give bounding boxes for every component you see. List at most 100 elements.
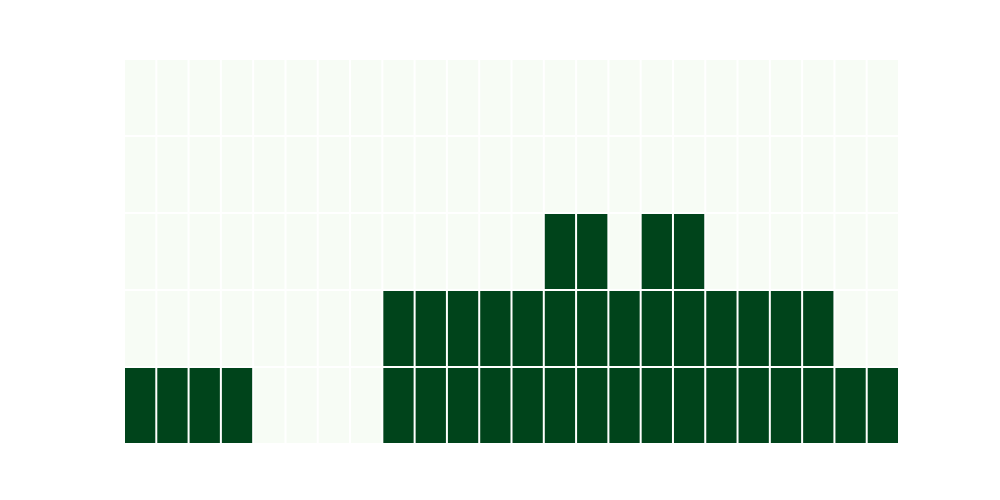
heatmap-cell-r1-c14 [577, 137, 608, 212]
heatmap-cell-r4-c15 [609, 368, 640, 443]
heatmap-cell-r2-c18 [706, 214, 737, 289]
heatmap-cell-r4-c23 [867, 368, 898, 443]
heatmap-cell-r1-c0 [125, 137, 156, 212]
heatmap-cell-r4-c3 [221, 368, 253, 443]
heatmap-cell-r4-c9 [415, 368, 446, 443]
heatmap-cell-r4-c17 [673, 368, 705, 443]
heatmap-cell-r0-c23 [867, 60, 898, 135]
heatmap-cell-r3-c10 [447, 291, 479, 366]
heatmap-cell-r0-c9 [415, 60, 446, 135]
heatmap-cell-r0-c4 [254, 60, 285, 135]
heatmap-cell-r0-c6 [318, 60, 350, 135]
heatmap-cell-r1-c16 [641, 137, 672, 212]
heatmap-cell-r2-c17 [673, 214, 705, 289]
heatmap-cell-r1-c10 [447, 137, 479, 212]
heatmap-cell-r2-c6 [318, 214, 350, 289]
heatmap-cell-r3-c8 [383, 291, 414, 366]
heatmap-cell-r3-c12 [512, 291, 543, 366]
heatmap-cell-r2-c1 [157, 214, 188, 289]
heatmap-cell-r2-c8 [383, 214, 414, 289]
heatmap-cell-r2-c14 [577, 214, 608, 289]
heatmap-cell-r0-c8 [383, 60, 414, 135]
heatmap-cell-r1-c19 [738, 137, 769, 212]
heatmap-cell-r2-c2 [189, 214, 220, 289]
heatmap-cell-r1-c9 [415, 137, 446, 212]
heatmap-cell-r4-c19 [738, 368, 769, 443]
heatmap-cell-r2-c20 [770, 214, 802, 289]
heatmap-cell-r1-c5 [286, 137, 317, 212]
heatmap-cell-r3-c16 [641, 291, 672, 366]
heatmap-cell-r0-c3 [221, 60, 253, 135]
heatmap-cell-r4-c10 [447, 368, 479, 443]
heatmap-cell-r4-c12 [512, 368, 543, 443]
heatmap-cell-r3-c13 [544, 291, 576, 366]
heatmap-cell-r3-c19 [738, 291, 769, 366]
heatmap-cell-r0-c21 [803, 60, 834, 135]
heatmap-cell-r2-c23 [867, 214, 898, 289]
heatmap-cell-r2-c4 [254, 214, 285, 289]
heatmap-cell-r0-c16 [641, 60, 672, 135]
heatmap-cell-r1-c1 [157, 137, 188, 212]
heatmap-cell-r0-c12 [512, 60, 543, 135]
heatmap-cell-r3-c4 [254, 291, 285, 366]
heatmap-cell-r4-c21 [803, 368, 834, 443]
heatmap-cell-r1-c13 [544, 137, 576, 212]
heatmap-cell-r2-c7 [351, 214, 382, 289]
heatmap-cell-r1-c8 [383, 137, 414, 212]
heatmap-cell-r0-c10 [447, 60, 479, 135]
heatmap-cell-r0-c14 [577, 60, 608, 135]
heatmap-cell-r3-c20 [770, 291, 802, 366]
heatmap-cell-r1-c17 [673, 137, 705, 212]
heatmap-cell-r3-c11 [480, 291, 511, 366]
heatmap-cell-r0-c15 [609, 60, 640, 135]
heatmap-cells [125, 60, 898, 443]
heatmap-cell-r2-c5 [286, 214, 317, 289]
heatmap-cell-r0-c5 [286, 60, 317, 135]
heatmap-cell-r4-c20 [770, 368, 802, 443]
heatmap-cell-r1-c18 [706, 137, 737, 212]
heatmap-cell-r0-c11 [480, 60, 511, 135]
heatmap-cell-r4-c13 [544, 368, 576, 443]
heatmap-cell-r4-c18 [706, 368, 737, 443]
heatmap-cell-r2-c10 [447, 214, 479, 289]
heatmap-cell-r1-c15 [609, 137, 640, 212]
heatmap-cell-r2-c11 [480, 214, 511, 289]
heatmap-cell-r2-c0 [125, 214, 156, 289]
heatmap-cell-r4-c6 [318, 368, 350, 443]
heatmap-cell-r1-c22 [835, 137, 866, 212]
heatmap-cell-r0-c7 [351, 60, 382, 135]
heatmap-cell-r2-c21 [803, 214, 834, 289]
heatmap-cell-r3-c22 [835, 291, 866, 366]
heatmap-cell-r1-c11 [480, 137, 511, 212]
heatmap-cell-r3-c23 [867, 291, 898, 366]
heatmap-cell-r3-c15 [609, 291, 640, 366]
heatmap-cell-r1-c6 [318, 137, 350, 212]
heatmap-cell-r4-c0 [125, 368, 156, 443]
heatmap-cell-r0-c1 [157, 60, 188, 135]
heatmap-cell-r1-c4 [254, 137, 285, 212]
heatmap-cell-r0-c19 [738, 60, 769, 135]
heatmap-cell-r4-c16 [641, 368, 672, 443]
heatmap-cell-r4-c7 [351, 368, 382, 443]
heatmap-cell-r1-c23 [867, 137, 898, 212]
heatmap-cell-r0-c20 [770, 60, 802, 135]
heatmap-cell-r3-c6 [318, 291, 350, 366]
heatmap-cell-r3-c18 [706, 291, 737, 366]
heatmap-cell-r3-c7 [351, 291, 382, 366]
heatmap-cell-r4-c5 [286, 368, 317, 443]
heatmap-cell-r3-c14 [577, 291, 608, 366]
heatmap-cell-r3-c3 [221, 291, 253, 366]
heatmap-cell-r1-c20 [770, 137, 802, 212]
heatmap-cell-r0-c0 [125, 60, 156, 135]
heatmap-cell-r4-c4 [254, 368, 285, 443]
heatmap-cell-r2-c13 [544, 214, 576, 289]
heatmap-cell-r3-c2 [189, 291, 220, 366]
heatmap-cell-r4-c11 [480, 368, 511, 443]
heatmap-cell-r4-c8 [383, 368, 414, 443]
heatmap-cell-r2-c19 [738, 214, 769, 289]
heatmap-cell-r3-c9 [415, 291, 446, 366]
heatmap-cell-r1-c2 [189, 137, 220, 212]
heatmap-cell-r2-c12 [512, 214, 543, 289]
heatmap-cell-r3-c0 [125, 291, 156, 366]
